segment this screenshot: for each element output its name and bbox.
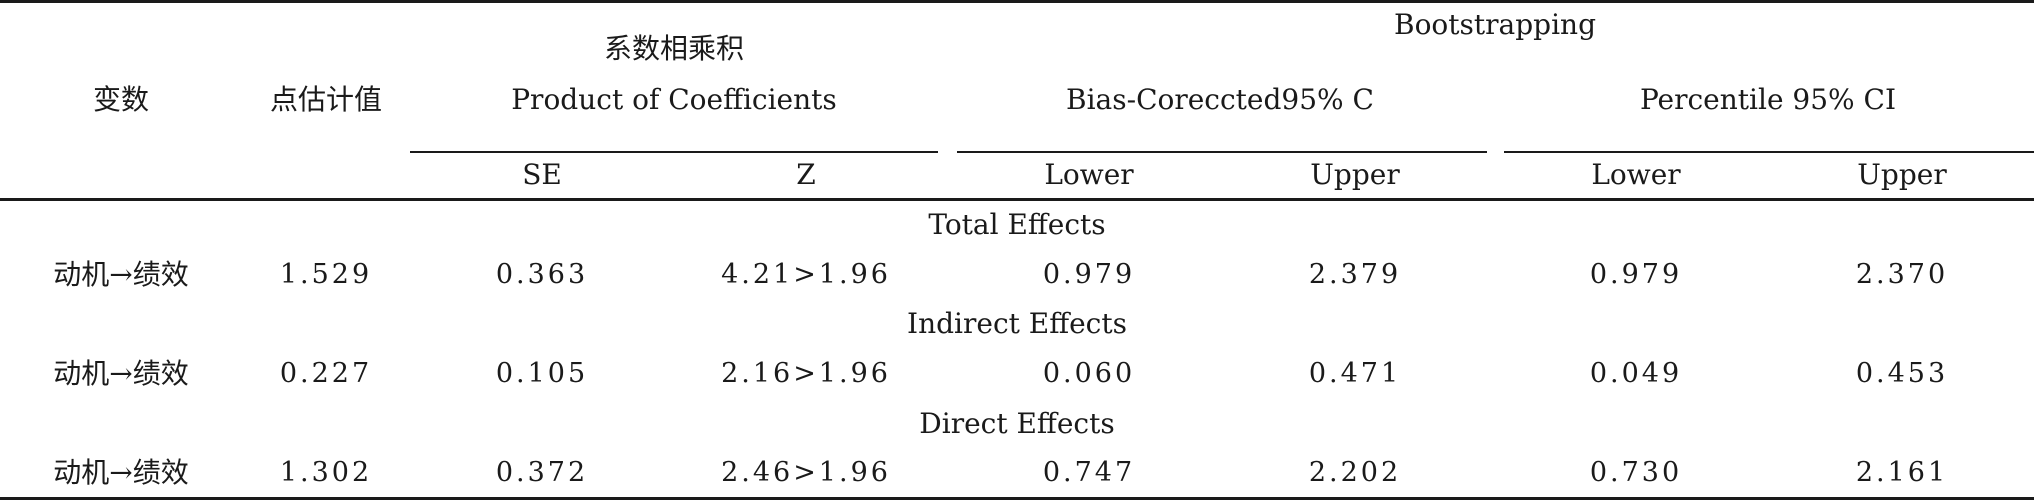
row-bc-lower: 0.747 — [1042, 457, 1136, 488]
row-pc-upper: 2.161 — [1855, 457, 1949, 488]
row-bc-upper: 2.379 — [1308, 259, 1402, 290]
header-bottom-rule — [0, 198, 2034, 201]
section-title: Total Effects — [928, 208, 1106, 241]
row-variable: 动机→绩效 — [53, 357, 189, 390]
top-rule — [0, 0, 2034, 3]
subheader-bc-upper: Upper — [1310, 158, 1400, 191]
row-pc-lower: 0.730 — [1589, 457, 1683, 488]
row-bc-lower: 0.979 — [1042, 259, 1136, 290]
header-point-estimate: 点估计值 — [269, 83, 383, 116]
subheader-se: SE — [522, 158, 562, 191]
row-variable: 动机→绩效 — [53, 258, 189, 291]
row-se: 0.105 — [495, 358, 589, 389]
row-z: 4.21>1.96 — [721, 259, 891, 290]
row-z: 2.16>1.96 — [721, 358, 891, 389]
subheader-z: Z — [796, 158, 816, 191]
row-pc-upper: 0.453 — [1855, 358, 1949, 389]
header-product-cn: 系数相乘积 — [603, 32, 745, 65]
row-pc-lower: 0.049 — [1589, 358, 1683, 389]
row-bc-upper: 2.202 — [1308, 457, 1402, 488]
bias-corrected-underline — [957, 151, 1487, 153]
percentile-underline — [1504, 151, 2034, 153]
row-variable: 动机→绩效 — [53, 456, 189, 489]
row-point: 0.227 — [279, 358, 373, 389]
product-underline — [410, 151, 938, 153]
subheader-bc-lower: Lower — [1044, 158, 1134, 191]
row-se: 0.363 — [495, 259, 589, 290]
header-bootstrapping: Bootstrapping — [1393, 8, 1597, 41]
row-bc-lower: 0.060 — [1042, 358, 1136, 389]
bottom-rule — [0, 497, 2034, 500]
row-point: 1.302 — [279, 457, 373, 488]
row-pc-upper: 2.370 — [1855, 259, 1949, 290]
header-percentile: Percentile 95% CI — [1639, 83, 1897, 116]
subheader-pc-upper: Upper — [1857, 158, 1947, 191]
row-pc-lower: 0.979 — [1589, 259, 1683, 290]
section-title: Direct Effects — [919, 407, 1115, 440]
header-product-en: Product of Coefficients — [511, 83, 837, 116]
row-point: 1.529 — [279, 259, 373, 290]
subheader-pc-lower: Lower — [1591, 158, 1681, 191]
section-title: Indirect Effects — [907, 307, 1127, 340]
row-z: 2.46>1.96 — [721, 457, 891, 488]
row-se: 0.372 — [495, 457, 589, 488]
header-variable: 变数 — [92, 83, 150, 116]
row-bc-upper: 0.471 — [1308, 358, 1402, 389]
header-bias-corrected: Bias-Coreccted95% C — [1066, 83, 1374, 116]
